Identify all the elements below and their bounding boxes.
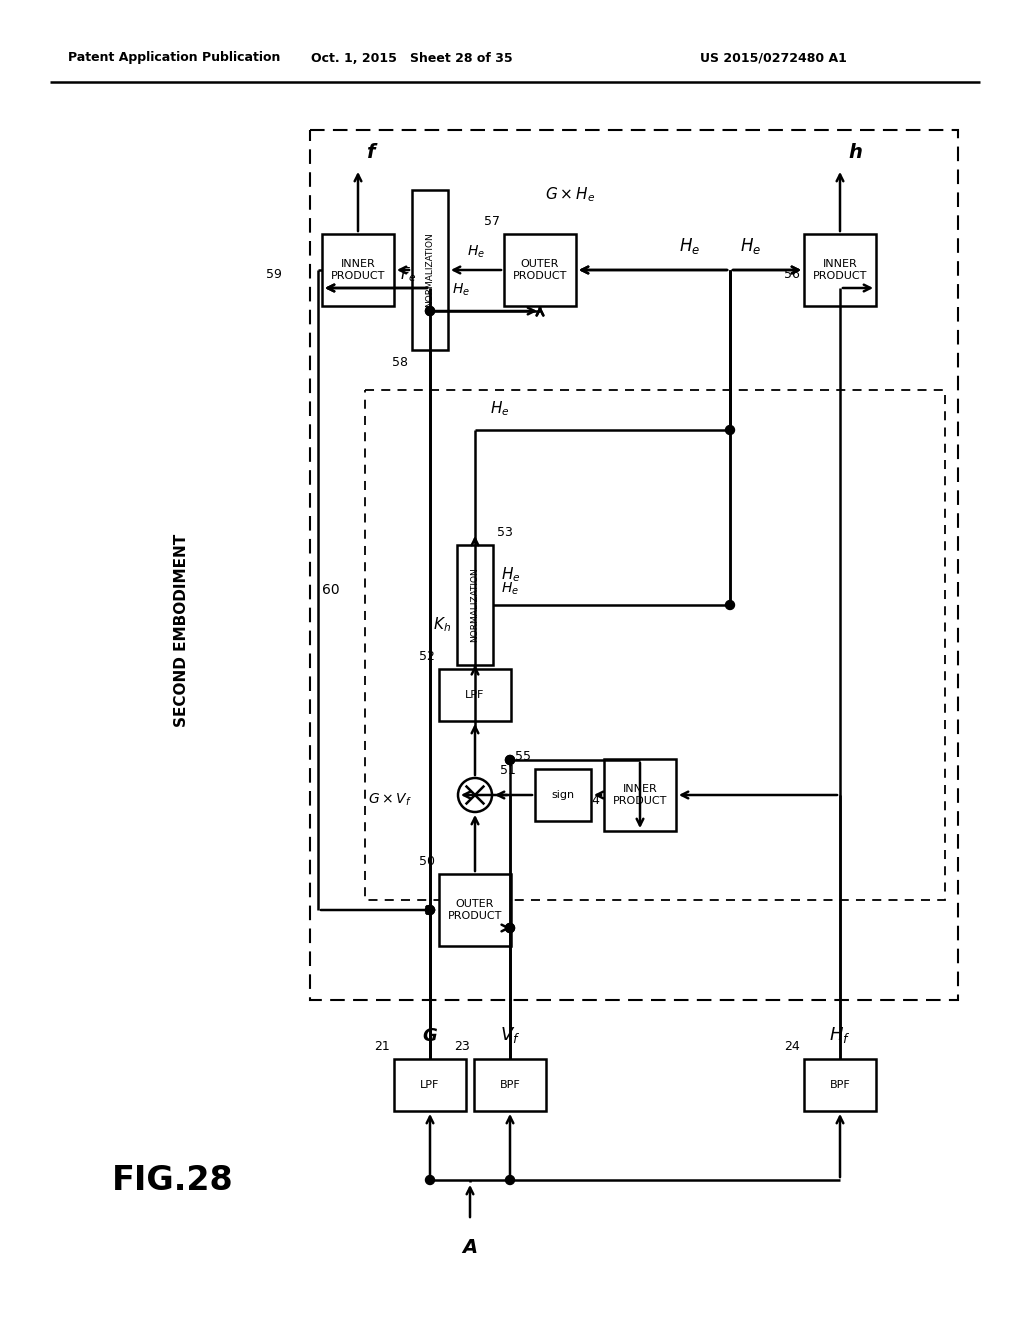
Text: 51: 51 bbox=[500, 764, 516, 777]
Text: 59: 59 bbox=[266, 268, 282, 281]
Circle shape bbox=[506, 1176, 514, 1184]
Text: INNER
PRODUCT: INNER PRODUCT bbox=[612, 784, 668, 805]
Text: 23: 23 bbox=[455, 1040, 470, 1053]
Text: G: G bbox=[423, 1027, 437, 1045]
Text: $F_e$: $F_e$ bbox=[400, 265, 417, 284]
Text: $G \times V_f$: $G \times V_f$ bbox=[368, 792, 412, 808]
Text: Oct. 1, 2015   Sheet 28 of 35: Oct. 1, 2015 Sheet 28 of 35 bbox=[311, 51, 513, 65]
Text: 21: 21 bbox=[374, 1040, 390, 1053]
FancyBboxPatch shape bbox=[439, 874, 511, 946]
Text: US 2015/0272480 A1: US 2015/0272480 A1 bbox=[700, 51, 847, 65]
Circle shape bbox=[426, 306, 434, 315]
Text: 50: 50 bbox=[419, 855, 435, 869]
Circle shape bbox=[506, 755, 514, 764]
Text: $K_h$: $K_h$ bbox=[433, 615, 451, 635]
Circle shape bbox=[426, 906, 434, 915]
FancyBboxPatch shape bbox=[535, 770, 591, 821]
Circle shape bbox=[725, 601, 734, 610]
Text: SECOND EMBODIMENT: SECOND EMBODIMENT bbox=[174, 533, 189, 726]
Text: 56: 56 bbox=[784, 268, 800, 281]
FancyBboxPatch shape bbox=[412, 190, 449, 350]
Text: INNER
PRODUCT: INNER PRODUCT bbox=[813, 259, 867, 281]
Text: $G \times H_e$: $G \times H_e$ bbox=[545, 185, 595, 205]
FancyBboxPatch shape bbox=[804, 234, 876, 306]
Circle shape bbox=[426, 1176, 434, 1184]
Circle shape bbox=[506, 924, 514, 932]
Text: sign: sign bbox=[552, 789, 574, 800]
FancyBboxPatch shape bbox=[804, 1059, 876, 1111]
FancyBboxPatch shape bbox=[457, 545, 493, 665]
FancyBboxPatch shape bbox=[504, 234, 575, 306]
FancyBboxPatch shape bbox=[474, 1059, 546, 1111]
Circle shape bbox=[426, 306, 434, 315]
Text: 52: 52 bbox=[419, 649, 435, 663]
Text: OUTER
PRODUCT: OUTER PRODUCT bbox=[447, 899, 502, 921]
Text: LPF: LPF bbox=[465, 690, 484, 700]
FancyBboxPatch shape bbox=[439, 669, 511, 721]
Text: $V_f$: $V_f$ bbox=[500, 1026, 520, 1045]
Text: f: f bbox=[366, 143, 375, 162]
Text: LPF: LPF bbox=[420, 1080, 439, 1090]
Text: 54: 54 bbox=[584, 793, 600, 807]
Text: Patent Application Publication: Patent Application Publication bbox=[68, 51, 281, 65]
Text: 55: 55 bbox=[515, 750, 531, 763]
Circle shape bbox=[725, 425, 734, 434]
FancyBboxPatch shape bbox=[604, 759, 676, 832]
Text: BPF: BPF bbox=[829, 1080, 850, 1090]
Text: $H_e$: $H_e$ bbox=[680, 236, 700, 256]
Text: INNER
PRODUCT: INNER PRODUCT bbox=[331, 259, 385, 281]
Text: 58: 58 bbox=[392, 356, 408, 370]
Text: 24: 24 bbox=[784, 1040, 800, 1053]
Text: A: A bbox=[463, 1238, 477, 1257]
FancyBboxPatch shape bbox=[394, 1059, 466, 1111]
Text: h: h bbox=[848, 143, 862, 162]
Text: NORMALIZATION: NORMALIZATION bbox=[470, 568, 479, 643]
Text: 60: 60 bbox=[322, 583, 340, 597]
Text: $H_f$: $H_f$ bbox=[829, 1026, 851, 1045]
Text: $H_e$: $H_e$ bbox=[490, 399, 510, 418]
FancyBboxPatch shape bbox=[322, 234, 394, 306]
Circle shape bbox=[506, 924, 514, 932]
Text: $H_e$: $H_e$ bbox=[501, 566, 520, 585]
Circle shape bbox=[458, 777, 492, 812]
Text: FIG.28: FIG.28 bbox=[112, 1163, 233, 1196]
Circle shape bbox=[506, 755, 514, 764]
Text: $H_e$: $H_e$ bbox=[467, 244, 485, 260]
Text: OUTER
PRODUCT: OUTER PRODUCT bbox=[513, 259, 567, 281]
Circle shape bbox=[426, 906, 434, 915]
Text: NORMALIZATION: NORMALIZATION bbox=[426, 232, 434, 308]
Text: BPF: BPF bbox=[500, 1080, 520, 1090]
Text: $H_e$: $H_e$ bbox=[740, 236, 761, 256]
Text: 57: 57 bbox=[484, 215, 500, 228]
Text: 53: 53 bbox=[497, 525, 513, 539]
Text: $H_e$: $H_e$ bbox=[452, 282, 470, 298]
Text: $H_e$: $H_e$ bbox=[501, 581, 519, 597]
